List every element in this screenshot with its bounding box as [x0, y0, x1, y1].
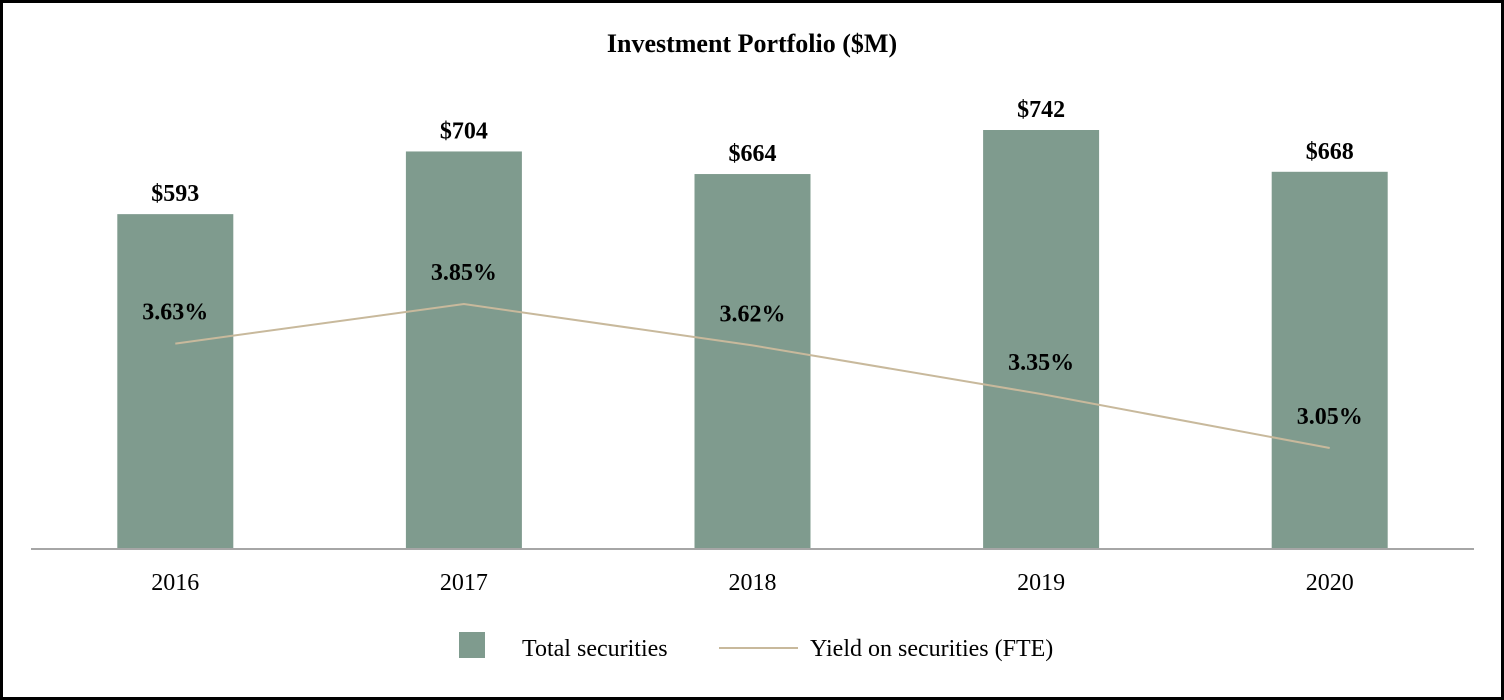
x-axis-ticks: 2016 2017 2018 2019 2020: [151, 570, 1353, 596]
legend-label-total-securities: Total securities: [522, 636, 668, 662]
yield-label-2019: 3.35%: [1008, 350, 1074, 376]
x-tick-2018: 2018: [729, 570, 777, 596]
bar-label-2017: $704: [440, 118, 488, 144]
x-tick-2020: 2020: [1306, 570, 1354, 596]
yield-label-2018: 3.62%: [720, 301, 786, 327]
bars-layer: $593 $704 $664 $742 $668: [117, 97, 1388, 550]
bar-2016: [117, 214, 234, 550]
x-tick-2017: 2017: [440, 570, 488, 596]
chart-title: Investment Portfolio ($M): [607, 29, 897, 58]
bar-2020: [1271, 171, 1388, 550]
bar-label-2019: $742: [1017, 97, 1065, 123]
bar-label-2020: $668: [1306, 139, 1354, 165]
legend-label-yield: Yield on securities (FTE): [810, 636, 1053, 662]
bar-2018: [694, 174, 811, 549]
legend: Total securities Yield on securities (FT…: [459, 632, 1053, 662]
bar-2017: [405, 151, 522, 549]
bar-label-2016: $593: [151, 181, 199, 207]
yield-label-2017: 3.85%: [431, 260, 497, 286]
yield-label-2016: 3.63%: [142, 300, 208, 326]
bar-2019: [983, 130, 1100, 549]
x-tick-2019: 2019: [1017, 570, 1065, 596]
x-tick-2016: 2016: [151, 570, 199, 596]
legend-swatch-total-securities: [459, 632, 485, 658]
yield-line: [175, 302, 1330, 449]
bar-label-2018: $664: [729, 141, 777, 167]
yield-label-2020: 3.05%: [1297, 404, 1363, 430]
yield-line-layer: 3.63% 3.85% 3.62% 3.35% 3.05%: [142, 260, 1363, 449]
